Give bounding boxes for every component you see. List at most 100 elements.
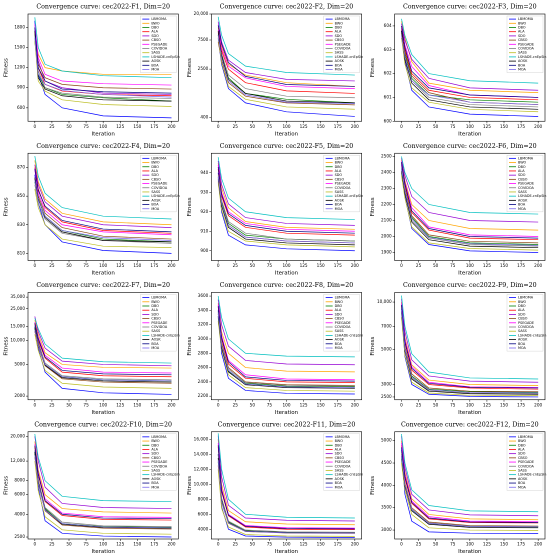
y-tick-label: 3000 [198,336,209,341]
chart-title: Convergence curve: cec2022-F6, Dim=20 [403,143,537,150]
legend-label: ALA [151,308,158,312]
legend-label: AOSK [518,59,528,63]
series-line [401,35,539,105]
chart-panel: Convergence curve: cec2022-F9, Dim=20250… [370,282,546,416]
legend-label: LSHADE-cnEpSin [151,55,179,59]
x-tick-label: 100 [283,402,291,407]
legend-label: AOSK [151,477,161,481]
legend-label: PSEGADE [151,321,167,325]
legend-label: MOA [518,346,527,350]
series-line [217,299,355,366]
legend-label: BOA [151,342,159,346]
series-line [401,28,539,101]
series-line [217,296,355,358]
x-tick-label: 200 [168,402,176,407]
x-tick-label: 50 [250,263,256,268]
legend-label: SASS [518,329,527,333]
legend-label: ALA [518,169,525,173]
legend-label: DBO [518,26,526,30]
legend-label: AOSK [518,338,528,342]
series-line [217,313,355,388]
y-tick-label: 7000 [381,323,392,328]
legend-label: PSEGADE [151,42,167,46]
y-axis-label: Fitness [4,197,10,216]
legend-label: AOSK [151,59,161,63]
legend-label: MOA [151,346,160,350]
legend-label: COVIDOA [518,47,535,51]
series-line [34,37,172,98]
y-tick-label: 10,000 [377,299,392,304]
x-tick-label: 200 [351,542,359,547]
x-tick-label: 100 [466,402,474,407]
legend-label: LSHADE-cnEpSin [335,194,363,198]
series-line [217,182,355,248]
series-line [217,162,355,230]
x-tick-label: 100 [99,124,107,129]
y-tick-label: 810 [17,250,25,255]
series-line [217,25,355,87]
x-tick-label: 0 [33,263,36,268]
y-tick-label: 5000 [14,361,25,366]
chart-title: Convergence curve: cec2022-F10, Dim=20 [34,421,172,428]
series-line [401,25,539,98]
y-tick-label: 10,000 [194,481,209,486]
x-axis-label: Iteration [275,549,299,555]
series-line [217,166,355,234]
x-tick-label: 150 [500,402,508,407]
legend-label: COVIDOA [518,464,535,468]
legend-label: LBMOMA [151,296,167,300]
series-line [34,164,172,228]
x-tick-label: 0 [33,124,36,129]
legend-label: SDO [518,312,526,316]
legend-label: DBO [151,165,159,169]
series-line [34,455,172,529]
x-tick-label: 50 [433,402,439,407]
x-axis-label: Iteration [458,131,482,137]
y-tick-label: 12,000 [10,458,25,463]
x-tick-label: 125 [483,124,491,129]
legend-label: PSEGADE [518,460,534,464]
series-line [401,454,539,528]
x-tick-label: 125 [483,542,491,547]
y-tick-label: 900 [200,248,208,253]
y-tick-label: 25,000 [10,306,25,311]
y-tick-label: 2200 [198,393,209,398]
chart-title: Convergence curve: cec2022-F1, Dim=20 [36,4,170,11]
series-line [34,24,172,86]
x-tick-label: 125 [483,263,491,268]
x-tick-label: 125 [116,263,124,268]
y-tick-label: 3500 [381,505,392,510]
legend-label: LBMOMA [518,296,534,300]
legend-label: PSEGADE [335,460,351,464]
y-tick-label: 4000 [14,511,25,516]
x-axis-label: Iteration [458,271,482,277]
legend-label: ALA [335,169,342,173]
series-line [34,168,172,233]
y-tick-label: 16,000 [194,436,209,441]
series-line [34,320,172,369]
x-tick-label: 150 [317,263,325,268]
x-tick-label: 25 [49,263,55,268]
y-tick-label: 604 [384,23,392,28]
x-axis-label: Iteration [91,410,115,416]
series-line [34,156,172,220]
y-tick-label: 2800 [198,350,209,355]
x-tick-label: 200 [534,263,542,268]
x-tick-label: 0 [217,124,220,129]
x-tick-label: 0 [217,542,220,547]
series-line [401,37,539,113]
legend-label: SASS [151,329,160,333]
legend-label: BOA [335,342,343,346]
x-tick-label: 150 [133,263,141,268]
legend-label: MOA [151,68,160,72]
x-tick-label: 50 [250,402,256,407]
series-line [34,180,172,241]
y-tick-label: 400 [200,115,208,120]
legend-label: BWO [335,300,344,304]
legend-label: AOSK [335,477,345,481]
y-tick-label: 2500 [381,394,392,399]
legend-label: BWO [151,439,160,443]
x-tick-label: 100 [466,542,474,547]
series-line [401,317,539,396]
series-line [217,21,355,82]
